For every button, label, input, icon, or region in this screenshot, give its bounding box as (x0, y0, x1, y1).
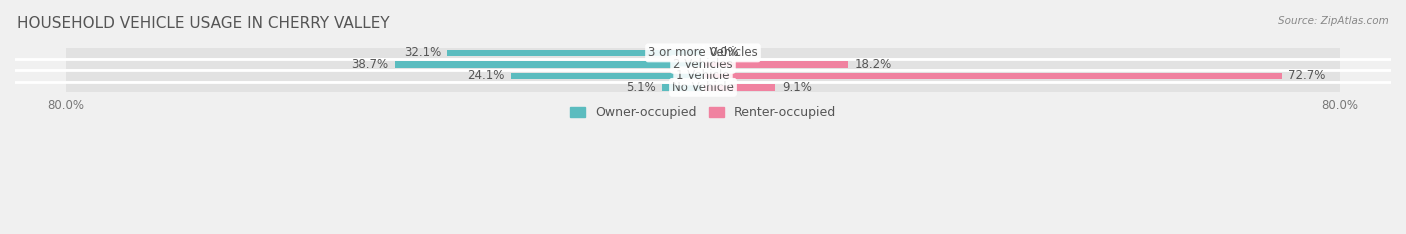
Bar (66, 59, 703, 69)
Text: 38.7%: 38.7% (352, 58, 388, 71)
Legend: Owner-occupied, Renter-occupied: Owner-occupied, Renter-occupied (569, 106, 837, 119)
Bar (703, 82, 1340, 92)
Bar (66, 71, 703, 81)
Text: 18.2%: 18.2% (855, 58, 891, 71)
Bar (512, 73, 703, 79)
Text: 32.1%: 32.1% (404, 46, 441, 59)
Bar (703, 48, 1340, 58)
Bar (703, 71, 1340, 81)
Bar (66, 82, 703, 92)
Text: 0.0%: 0.0% (710, 46, 740, 59)
Text: 72.7%: 72.7% (1288, 69, 1326, 82)
Bar (703, 61, 848, 68)
Text: Source: ZipAtlas.com: Source: ZipAtlas.com (1278, 16, 1389, 26)
Bar (703, 84, 776, 91)
Text: 1 Vehicle: 1 Vehicle (676, 69, 730, 82)
Bar (703, 59, 1340, 69)
Text: 5.1%: 5.1% (626, 81, 657, 94)
Bar (395, 61, 703, 68)
Bar (66, 48, 703, 58)
Text: 2 Vehicles: 2 Vehicles (673, 58, 733, 71)
Text: 3 or more Vehicles: 3 or more Vehicles (648, 46, 758, 59)
Bar (662, 84, 703, 91)
Bar (703, 73, 1282, 79)
Bar (447, 50, 703, 56)
Text: 24.1%: 24.1% (467, 69, 505, 82)
Text: No Vehicle: No Vehicle (672, 81, 734, 94)
Text: 9.1%: 9.1% (782, 81, 811, 94)
Text: HOUSEHOLD VEHICLE USAGE IN CHERRY VALLEY: HOUSEHOLD VEHICLE USAGE IN CHERRY VALLEY (17, 16, 389, 31)
